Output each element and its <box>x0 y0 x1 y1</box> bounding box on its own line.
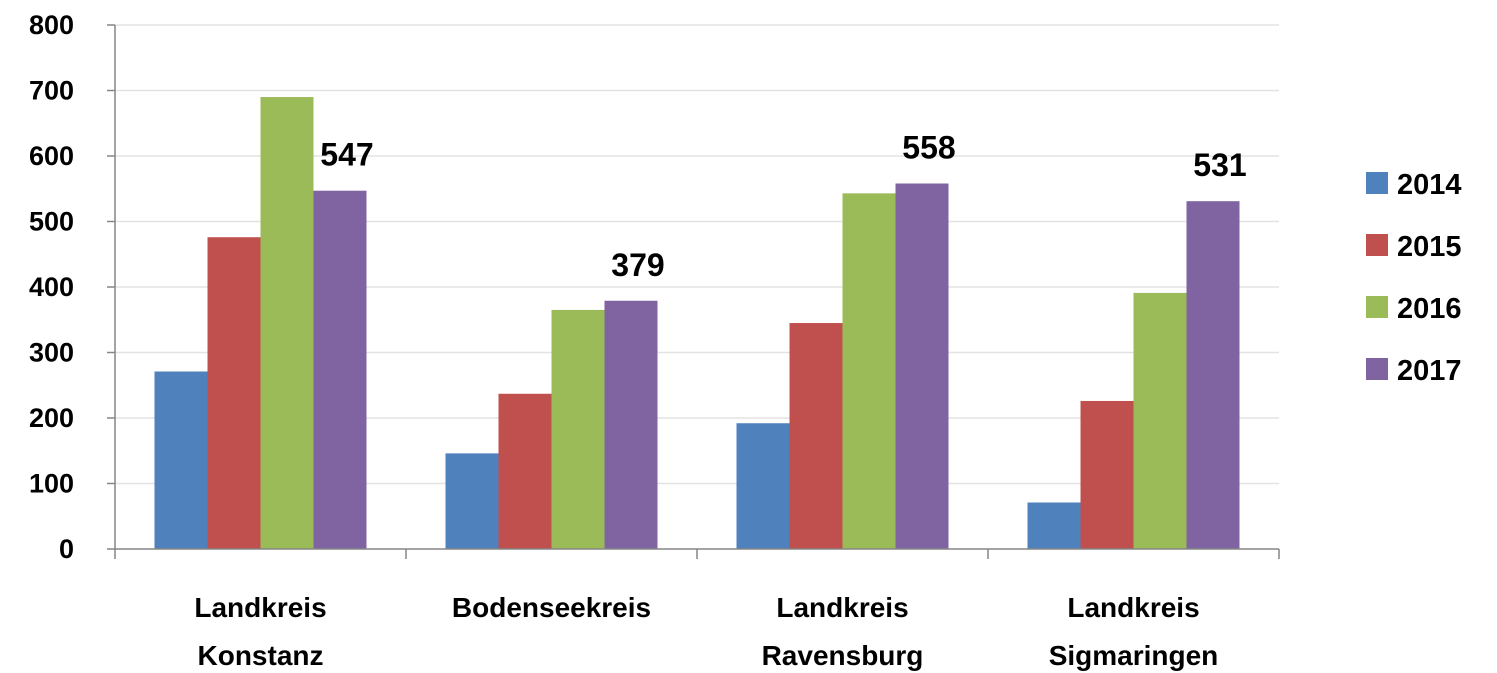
bar-2016 <box>551 309 605 549</box>
x-category-label: Landkreis <box>1067 592 1199 623</box>
bar-2014 <box>445 453 499 549</box>
y-tick-label: 200 <box>29 403 74 433</box>
bar-2016 <box>842 193 896 549</box>
y-tick-label: 600 <box>29 141 74 171</box>
bar-2015 <box>207 237 261 549</box>
data-label: 379 <box>611 247 664 283</box>
data-labels: 547 379 558 531 <box>320 130 1246 283</box>
legend-label: 2016 <box>1397 293 1462 325</box>
x-category-label: Landkreis <box>194 592 326 623</box>
y-tick-label: 800 <box>29 10 74 40</box>
x-category-label: Sigmaringen <box>1049 640 1219 671</box>
axes: 0 100 200 300 400 500 600 700 800 Landkreis Konsta… <box>29 10 1280 671</box>
bar-2017 <box>313 190 367 549</box>
bars <box>154 97 1240 550</box>
legend: 2014 2015 2016 2017 <box>1366 169 1462 387</box>
legend-swatch-2014 <box>1366 172 1388 194</box>
bar-2014 <box>154 371 208 549</box>
y-tick-label: 500 <box>29 207 74 237</box>
y-tick-label: 100 <box>29 469 74 499</box>
bar-2016 <box>1133 292 1187 549</box>
bar-2014 <box>736 423 790 549</box>
legend-label: 2017 <box>1397 355 1462 387</box>
data-label: 558 <box>902 130 955 166</box>
bar-2016 <box>260 97 314 550</box>
data-label: 531 <box>1193 147 1246 183</box>
y-tick-label: 400 <box>29 272 74 302</box>
y-tick-label: 300 <box>29 338 74 368</box>
y-tick-label: 700 <box>29 76 74 106</box>
data-label: 547 <box>320 137 373 173</box>
legend-label: 2014 <box>1397 169 1462 201</box>
legend-label: 2015 <box>1397 231 1462 263</box>
bar-2017 <box>1186 201 1240 549</box>
bar-2015 <box>789 323 843 549</box>
bar-2015 <box>498 393 552 549</box>
bar-2014 <box>1027 502 1081 549</box>
bar-2015 <box>1080 400 1134 549</box>
legend-swatch-2017 <box>1366 358 1388 380</box>
x-category-label: Bodenseekreis <box>452 592 651 623</box>
y-tick-label: 0 <box>59 534 74 564</box>
legend-swatch-2016 <box>1366 296 1388 318</box>
x-category-label: Konstanz <box>198 640 324 671</box>
bar-2017 <box>895 183 949 549</box>
bar-2017 <box>604 300 658 549</box>
x-category-label: Ravensburg <box>762 640 924 671</box>
legend-swatch-2015 <box>1366 234 1388 256</box>
x-category-label: Landkreis <box>776 592 908 623</box>
